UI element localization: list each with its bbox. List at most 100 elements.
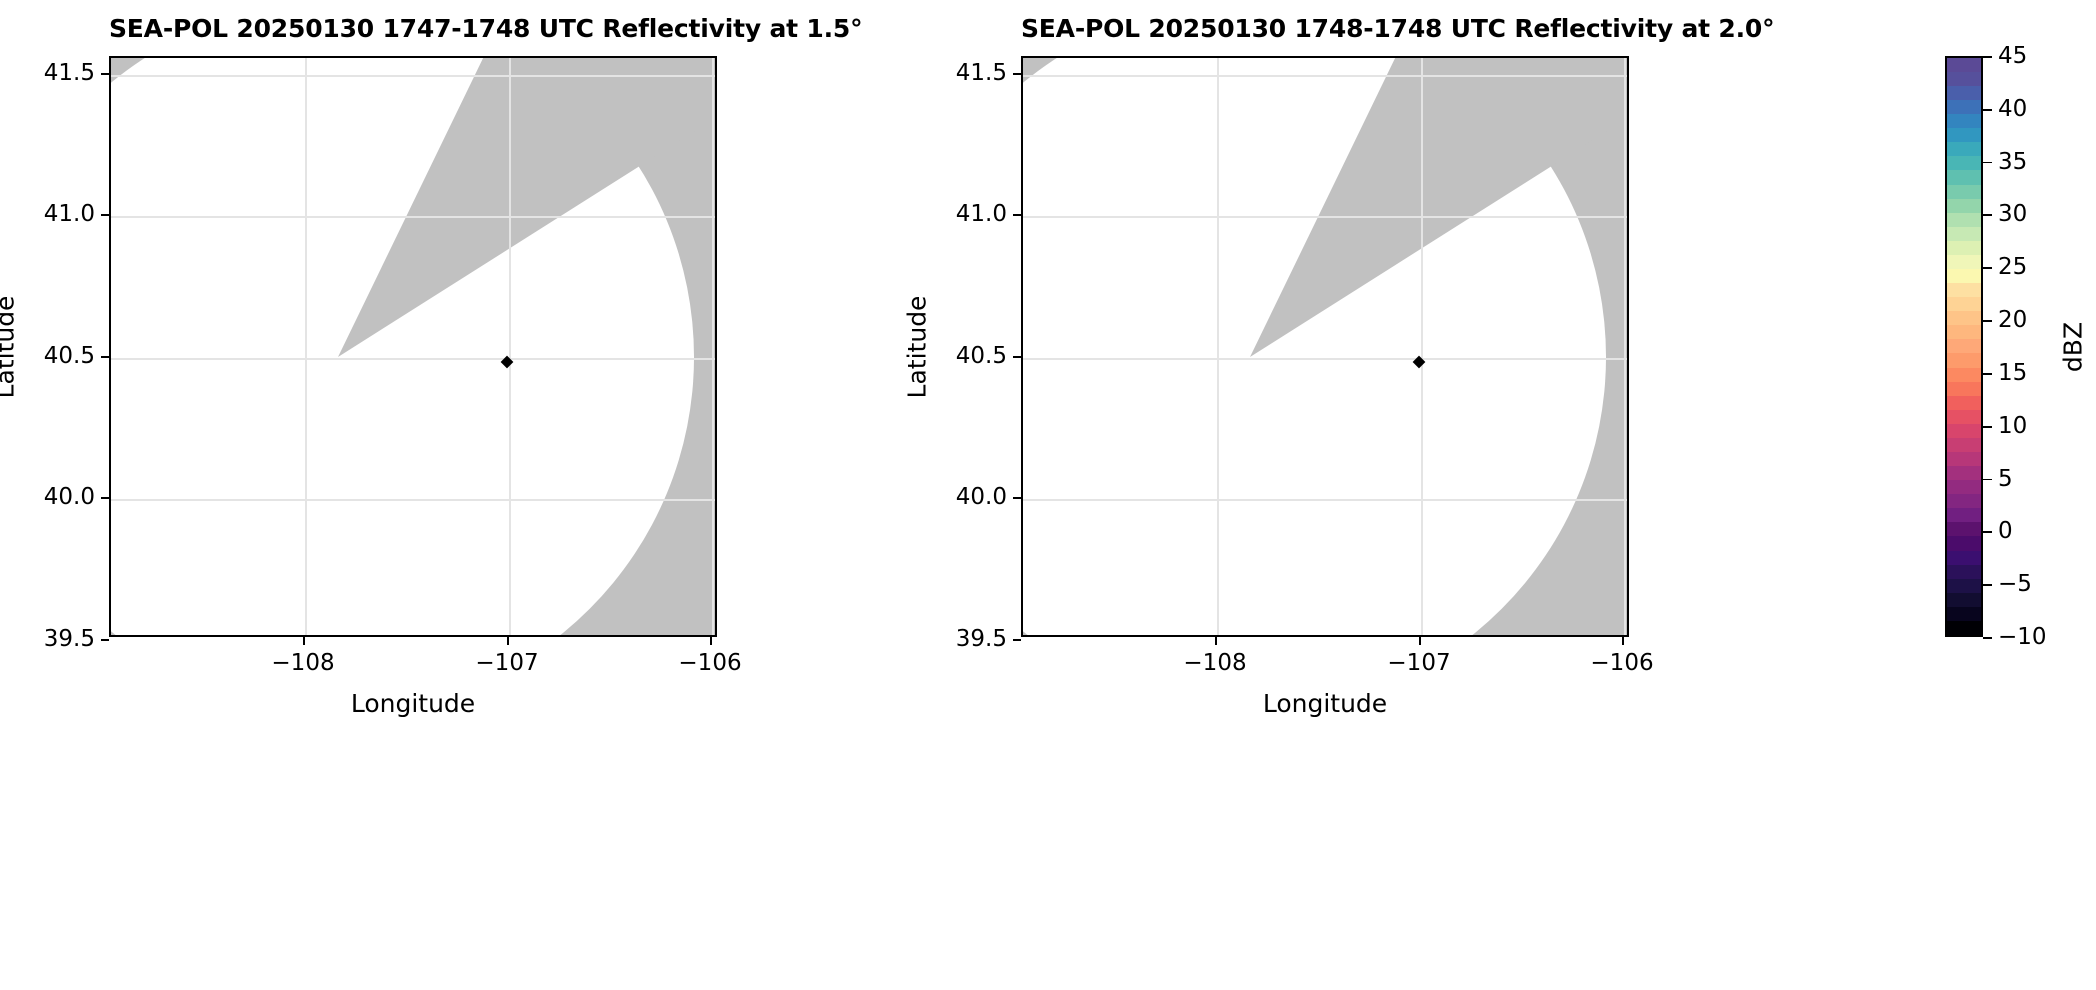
gridline-x-108 [305,58,307,635]
colorbar-segment [1947,198,1981,213]
gridline-x-107 [1421,58,1423,635]
panel-title-left: SEA-POL 20250130 1747-1748 UTC Reflectiv… [109,14,863,43]
colorbar-tick-label: 0 [1998,518,2013,545]
colorbar-segment [1947,606,1981,621]
ytick-mark-0 [101,73,109,75]
colorbar-tick-mark [1983,108,1992,111]
xaxis-label-right: Longitude [1262,689,1388,718]
ytick-mark-2 [101,356,109,358]
colorbar-segment [1947,114,1981,129]
xtick-label-2: −106 [1590,650,1654,676]
colorbar-tick-mark [1983,267,1992,270]
colorbar-segment [1947,339,1981,354]
colorbar-segment [1947,423,1981,438]
colorbar-segment [1947,395,1981,410]
colorbar-tick-mark [1983,372,1992,375]
panel-title-right: SEA-POL 20250130 1748-1748 UTC Reflectiv… [1021,14,1775,43]
colorbar-segment [1947,268,1981,284]
colorbar-segment [1947,550,1981,565]
xtick-label-1: −107 [1387,650,1451,676]
gridline-y-40-0 [111,499,715,501]
colorbar-tick-label: 10 [1998,412,2028,439]
colorbar-segment [1947,128,1981,143]
colorbar-tick-label: −10 [1998,624,2047,650]
colorbar-segment [1947,71,1981,86]
colorbar-segment [1947,437,1981,452]
colorbar-tick-mark [1983,320,1992,322]
ytick-label-3: 40.0 [43,484,95,510]
ytick-mark-1 [1013,214,1021,216]
plot-panel-reflectivity-1-5[interactable]: SEA-POL 20250130 1747-1748 UTC Reflectiv… [0,14,863,718]
axes-right[interactable] [1021,56,1629,637]
xtick-mark-2 [1622,637,1624,645]
colorbar-segment [1947,325,1981,340]
gridline-y-41-0 [111,216,715,218]
colorbar-tick-mark [1983,637,1992,639]
ytick-label-1: 41.0 [955,201,1007,227]
colorbar-segment [1947,494,1981,509]
colorbar-segment [1947,578,1981,593]
ytick-mark-4 [1013,639,1021,641]
ytick-mark-2 [1013,356,1021,358]
gridline-y-40-0 [1023,499,1627,501]
colorbar-segment [1947,100,1981,115]
colorbar-segment [1947,58,1981,72]
gridline-x-106 [712,58,714,635]
colorbar-segment [1947,409,1981,424]
ytick-mark-0 [1013,73,1021,75]
ytick-label-0: 41.5 [43,60,95,86]
colorbar-segment [1947,451,1981,467]
gridline-y-40-5 [111,358,715,360]
colorbar-segment [1947,212,1981,227]
ytick-label-0: 41.5 [955,60,1007,86]
xaxis-label-left: Longitude [350,689,476,718]
gridline-x-107 [509,58,511,635]
colorbar-segment [1947,254,1981,269]
colorbar-segment [1947,466,1981,481]
ytick-mark-3 [101,497,109,499]
xtick-mark-2 [710,637,712,645]
ytick-label-2: 40.5 [43,343,95,369]
colorbar-tick-label: 20 [1998,307,2028,334]
colorbar-segment [1947,156,1981,171]
colorbar-segment [1947,184,1981,199]
colorbar-segment [1947,170,1981,185]
xtick-mark-1 [507,637,509,645]
ytick-label-4: 39.5 [43,626,95,652]
colorbar-segment [1947,142,1981,157]
colorbar-segment [1947,297,1981,312]
colorbar-tick-mark [1983,531,1992,534]
colorbar-tick-label: 30 [1998,201,2028,228]
gridline-x-106 [1624,58,1626,635]
xtick-label-2: −106 [678,650,742,676]
gridline-x-108 [1217,58,1219,635]
colorbar-tick-label: 35 [1998,148,2028,175]
colorbar-segment [1947,480,1981,495]
colorbar-segment [1947,592,1981,607]
plot-panel-reflectivity-2-0[interactable]: SEA-POL 20250130 1748-1748 UTC Reflectiv… [903,14,1775,718]
ytick-mark-1 [101,214,109,216]
gridline-y-40-5 [1023,358,1627,360]
colorbar-tick-label: 40 [1998,95,2028,122]
colorbar-tick-mark [1983,56,1992,58]
colorbar-segment [1947,85,1981,101]
xtick-mark-0 [1215,637,1217,645]
xtick-mark-0 [303,637,305,645]
ytick-label-3: 40.0 [955,484,1007,510]
colorbar-tick-mark [1983,425,1992,428]
ytick-mark-3 [1013,497,1021,499]
ytick-mark-4 [101,639,109,641]
gridline-y-41-5 [111,75,715,77]
colorbar-tick-label: 5 [1998,465,2013,492]
colorbar-tick-mark [1983,478,1992,481]
gridline-y-41-5 [1023,75,1627,77]
colorbar-segment [1947,620,1981,635]
colorbar[interactable]: 45 40 35 30 25 20 15 10 5 0 −5 −10 dBZ [1945,43,2088,650]
colorbar-tick-mark [1983,214,1992,217]
xtick-mark-1 [1419,637,1421,645]
axes-left[interactable] [109,56,717,637]
xtick-label-0: −108 [271,650,335,676]
ytick-label-1: 41.0 [43,201,95,227]
colorbar-segment [1947,522,1981,537]
colorbar-segment [1947,240,1981,255]
